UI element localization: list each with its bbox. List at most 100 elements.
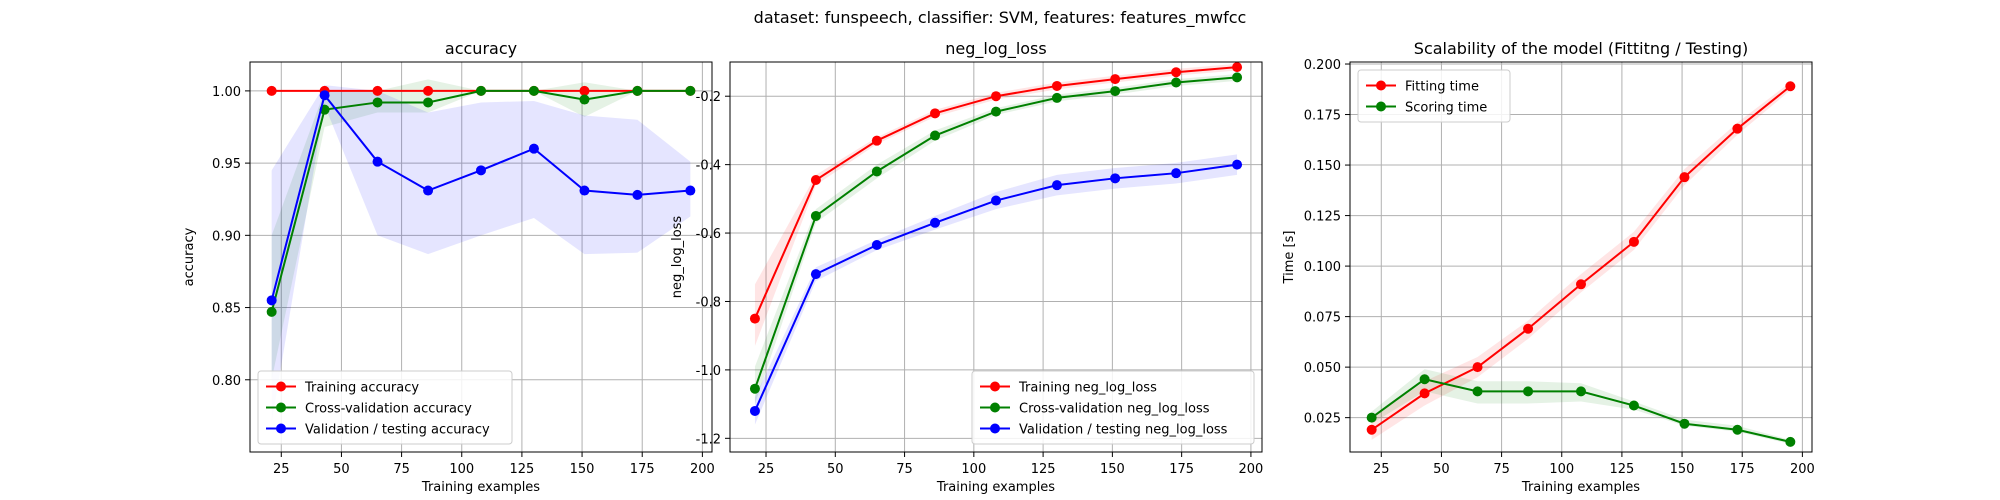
data-point [1366, 412, 1377, 423]
data-point [632, 189, 643, 200]
data-point [579, 94, 590, 105]
data-point [1679, 418, 1690, 429]
chart-panel-3: 25 50 75 100 125 150 175 200 0.025 0.050 0.075 0.10… [1282, 39, 1815, 495]
data-point [1785, 436, 1796, 447]
data-point [1419, 388, 1430, 399]
legend-label: Fitting time [1405, 80, 1479, 95]
x-tick-label: 200 [690, 462, 715, 477]
axes-frame [1349, 61, 1813, 453]
y-tick-label: -1.2 [696, 432, 721, 447]
y-axis-label: neg_log_loss [670, 216, 685, 299]
data-point [579, 185, 590, 196]
data-point [372, 97, 383, 108]
data-point [871, 135, 882, 146]
data-point [528, 85, 539, 96]
data-point [1732, 424, 1743, 435]
data-point [423, 85, 434, 96]
series-band-3 [271, 85, 691, 424]
legend-label: Training neg_log_loss [1018, 381, 1157, 396]
data-point [991, 106, 1001, 117]
y-tick-label: 0.150 [1304, 159, 1341, 174]
x-tick-label: 25 [1373, 462, 1390, 477]
data-point [1232, 72, 1243, 83]
data-point [579, 85, 590, 96]
y-tick-label: 1.00 [212, 85, 241, 100]
x-tick-label: 25 [758, 462, 775, 477]
y-tick-label: -0.8 [696, 295, 721, 310]
data-point [1051, 92, 1062, 103]
y-tick-label: 0.80 [212, 374, 241, 389]
chart-title: accuracy [445, 39, 517, 58]
x-tick-label: 200 [1790, 462, 1815, 477]
data-point [1523, 386, 1534, 397]
legend-label: Validation / testing accuracy [305, 423, 490, 438]
series-band-2 [754, 73, 1238, 405]
x-tick-label: 150 [570, 462, 595, 477]
data-point [423, 97, 434, 108]
data-point [930, 217, 941, 228]
x-tick-label: 75 [1493, 462, 1510, 477]
data-point [476, 85, 486, 96]
data-point [528, 143, 539, 154]
data-point [1785, 81, 1796, 92]
data-point [1576, 279, 1586, 290]
legend: Fitting time Scoring time [1357, 69, 1511, 123]
chart-panel-2: 25 50 75 100 125 150 175 200 -1.2 -1.0 -0.8 -0.6 -0.… [670, 39, 1263, 495]
data-point [423, 185, 434, 196]
legend-label: Cross-validation neg_log_loss [1019, 402, 1210, 417]
data-point [685, 185, 696, 196]
data-point [372, 85, 383, 96]
x-tick-label: 75 [896, 462, 913, 477]
data-point [685, 85, 696, 96]
data-point [871, 240, 882, 251]
data-point [1110, 74, 1121, 85]
x-tick-label: 100 [961, 462, 986, 477]
data-point [810, 269, 821, 280]
data-point [1679, 172, 1690, 183]
x-axis-label: Training examples [936, 480, 1055, 495]
y-tick-label: 0.050 [1304, 361, 1341, 376]
y-tick-label: 0.95 [212, 157, 241, 172]
y-tick-label: 0.075 [1304, 311, 1341, 326]
data-point [1628, 236, 1639, 247]
data-point [810, 175, 821, 186]
x-tick-label: 150 [1670, 462, 1695, 477]
data-point [1110, 86, 1121, 97]
data-point [1171, 168, 1182, 179]
x-tick-label: 25 [273, 462, 290, 477]
data-point [266, 295, 277, 306]
data-point [476, 165, 486, 176]
data-point [871, 166, 882, 177]
x-axis-label: Training examples [1521, 480, 1640, 495]
data-point [1171, 77, 1182, 88]
legend: Training neg_log_loss Cross-validation ne… [971, 370, 1255, 445]
data-point [749, 313, 760, 324]
data-point [991, 91, 1001, 102]
x-tick-label: 100 [1549, 462, 1574, 477]
y-tick-label: 0.025 [1304, 412, 1341, 427]
data-point [810, 210, 821, 221]
legend-marker [990, 402, 1000, 413]
y-tick-label: -1.0 [696, 364, 721, 379]
axes-frame [729, 61, 1263, 453]
data-point [1523, 323, 1534, 334]
y-tick-label: -0.2 [696, 90, 721, 105]
y-tick-label: 0.125 [1304, 210, 1341, 225]
x-tick-label: 125 [1609, 462, 1634, 477]
x-tick-label: 150 [1100, 462, 1125, 477]
x-tick-label: 175 [630, 462, 655, 477]
y-tick-label: 0.175 [1304, 109, 1341, 124]
legend-label: Training accuracy [304, 381, 419, 396]
y-tick-label: 0.200 [1304, 58, 1341, 73]
x-axis-label: Training examples [421, 480, 540, 495]
y-tick-label: -0.4 [696, 159, 721, 174]
data-point [1051, 180, 1062, 191]
series-band-3 [754, 154, 1238, 425]
x-tick-label: 125 [509, 462, 534, 477]
data-point [1419, 374, 1430, 385]
y-tick-label: 0.100 [1304, 260, 1341, 275]
data-point [1576, 386, 1586, 397]
legend-marker [1376, 101, 1386, 112]
legend-box [1357, 69, 1511, 123]
legend-marker [990, 381, 1000, 392]
